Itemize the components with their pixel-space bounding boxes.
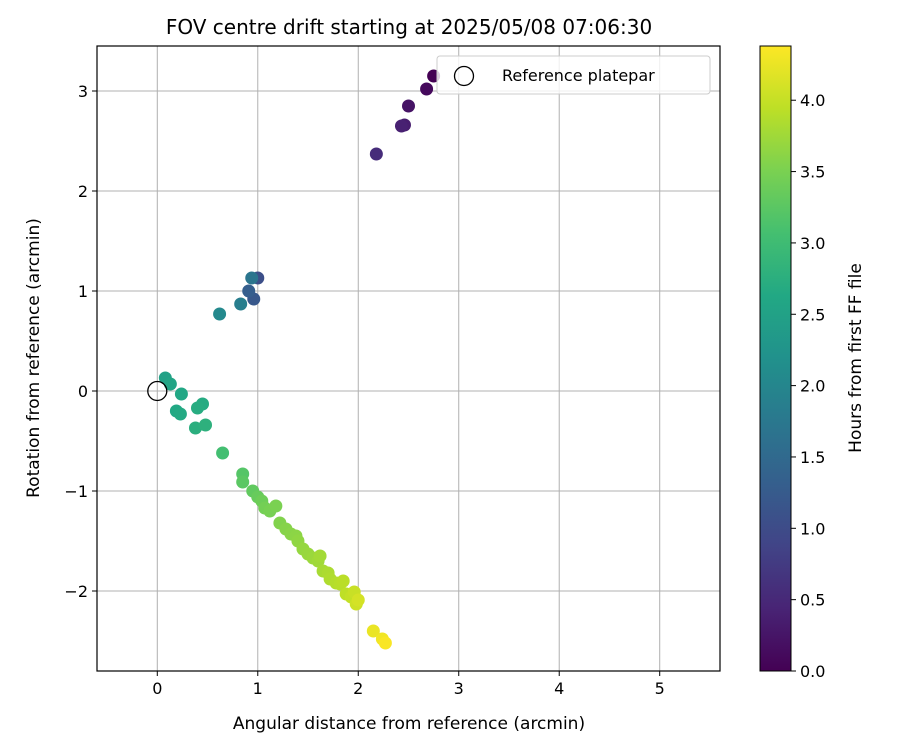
data-point bbox=[369, 147, 383, 161]
data-point bbox=[394, 119, 408, 133]
y-tick-label: 3 bbox=[78, 82, 88, 101]
legend-box bbox=[436, 55, 711, 95]
data-point bbox=[366, 624, 380, 638]
colorbar-tick-label: 2.0 bbox=[800, 377, 825, 396]
colorbar-tick-label: 1.5 bbox=[800, 448, 825, 467]
colorbar-ticks: 0.0 0.5 1.0 1.5 2.0 2.5 3.0 3.5 4.0 bbox=[791, 91, 825, 681]
data-point bbox=[163, 377, 177, 391]
data-points bbox=[147, 69, 441, 650]
colorbar-tick-label: 0.5 bbox=[800, 591, 825, 610]
x-axis-label: Angular distance from reference (arcmin) bbox=[233, 714, 585, 734]
y-tick-label: −1 bbox=[64, 482, 88, 501]
data-point bbox=[213, 307, 227, 321]
chart-title: FOV centre drift starting at 2025/05/08 … bbox=[166, 15, 652, 39]
reference-platepar-marker bbox=[147, 380, 168, 402]
colorbar-label: Hours from first FF file bbox=[846, 263, 866, 453]
data-point bbox=[173, 407, 187, 421]
data-point bbox=[269, 499, 283, 513]
colorbar-tick-label: 3.5 bbox=[800, 163, 825, 182]
data-point bbox=[188, 421, 202, 435]
colorbar-tick-label: 4.0 bbox=[800, 91, 825, 110]
y-tick-label: 2 bbox=[78, 182, 88, 201]
x-tick-label: 0 bbox=[152, 679, 162, 698]
y-axis: −2 −1 0 1 2 3 bbox=[64, 82, 97, 601]
data-point bbox=[199, 418, 213, 432]
data-point bbox=[402, 99, 415, 113]
data-point bbox=[236, 475, 250, 489]
grid-lines bbox=[97, 46, 720, 671]
x-tick-label: 4 bbox=[554, 679, 564, 698]
colorbar-gradient bbox=[759, 45, 792, 672]
legend: Reference platepar bbox=[436, 55, 711, 95]
data-point bbox=[336, 574, 350, 588]
data-point bbox=[234, 297, 248, 311]
y-tick-label: 0 bbox=[78, 382, 88, 401]
legend-reference-marker bbox=[453, 65, 475, 87]
x-tick-label: 1 bbox=[253, 679, 263, 698]
data-point bbox=[378, 636, 392, 650]
colorbar-tick-label: 3.0 bbox=[800, 234, 825, 253]
legend-label: Reference platepar bbox=[502, 66, 655, 85]
x-tick-label: 5 bbox=[655, 679, 665, 698]
data-point bbox=[216, 446, 230, 460]
x-tick-label: 3 bbox=[454, 679, 464, 698]
x-tick-label: 2 bbox=[353, 679, 363, 698]
data-point bbox=[174, 387, 188, 401]
y-axis-label: Rotation from reference (arcmin) bbox=[24, 218, 44, 498]
y-tick-label: −2 bbox=[64, 582, 88, 601]
colorbar-tick-label: 2.5 bbox=[800, 305, 825, 324]
data-point bbox=[313, 549, 327, 563]
data-point bbox=[190, 401, 204, 415]
plot-frame bbox=[96, 45, 721, 672]
data-point bbox=[245, 271, 259, 285]
data-point bbox=[420, 82, 434, 96]
colorbar: 0.0 0.5 1.0 1.5 2.0 2.5 3.0 3.5 4.0 Hours from f… bbox=[759, 45, 866, 681]
colorbar-tick-label: 1.0 bbox=[800, 519, 825, 538]
data-point bbox=[242, 284, 256, 298]
colorbar-tick-label: 0.0 bbox=[800, 662, 825, 681]
y-tick-label: 1 bbox=[78, 282, 88, 301]
x-axis: 0 1 2 3 4 5 bbox=[152, 671, 665, 698]
data-point bbox=[351, 593, 365, 607]
